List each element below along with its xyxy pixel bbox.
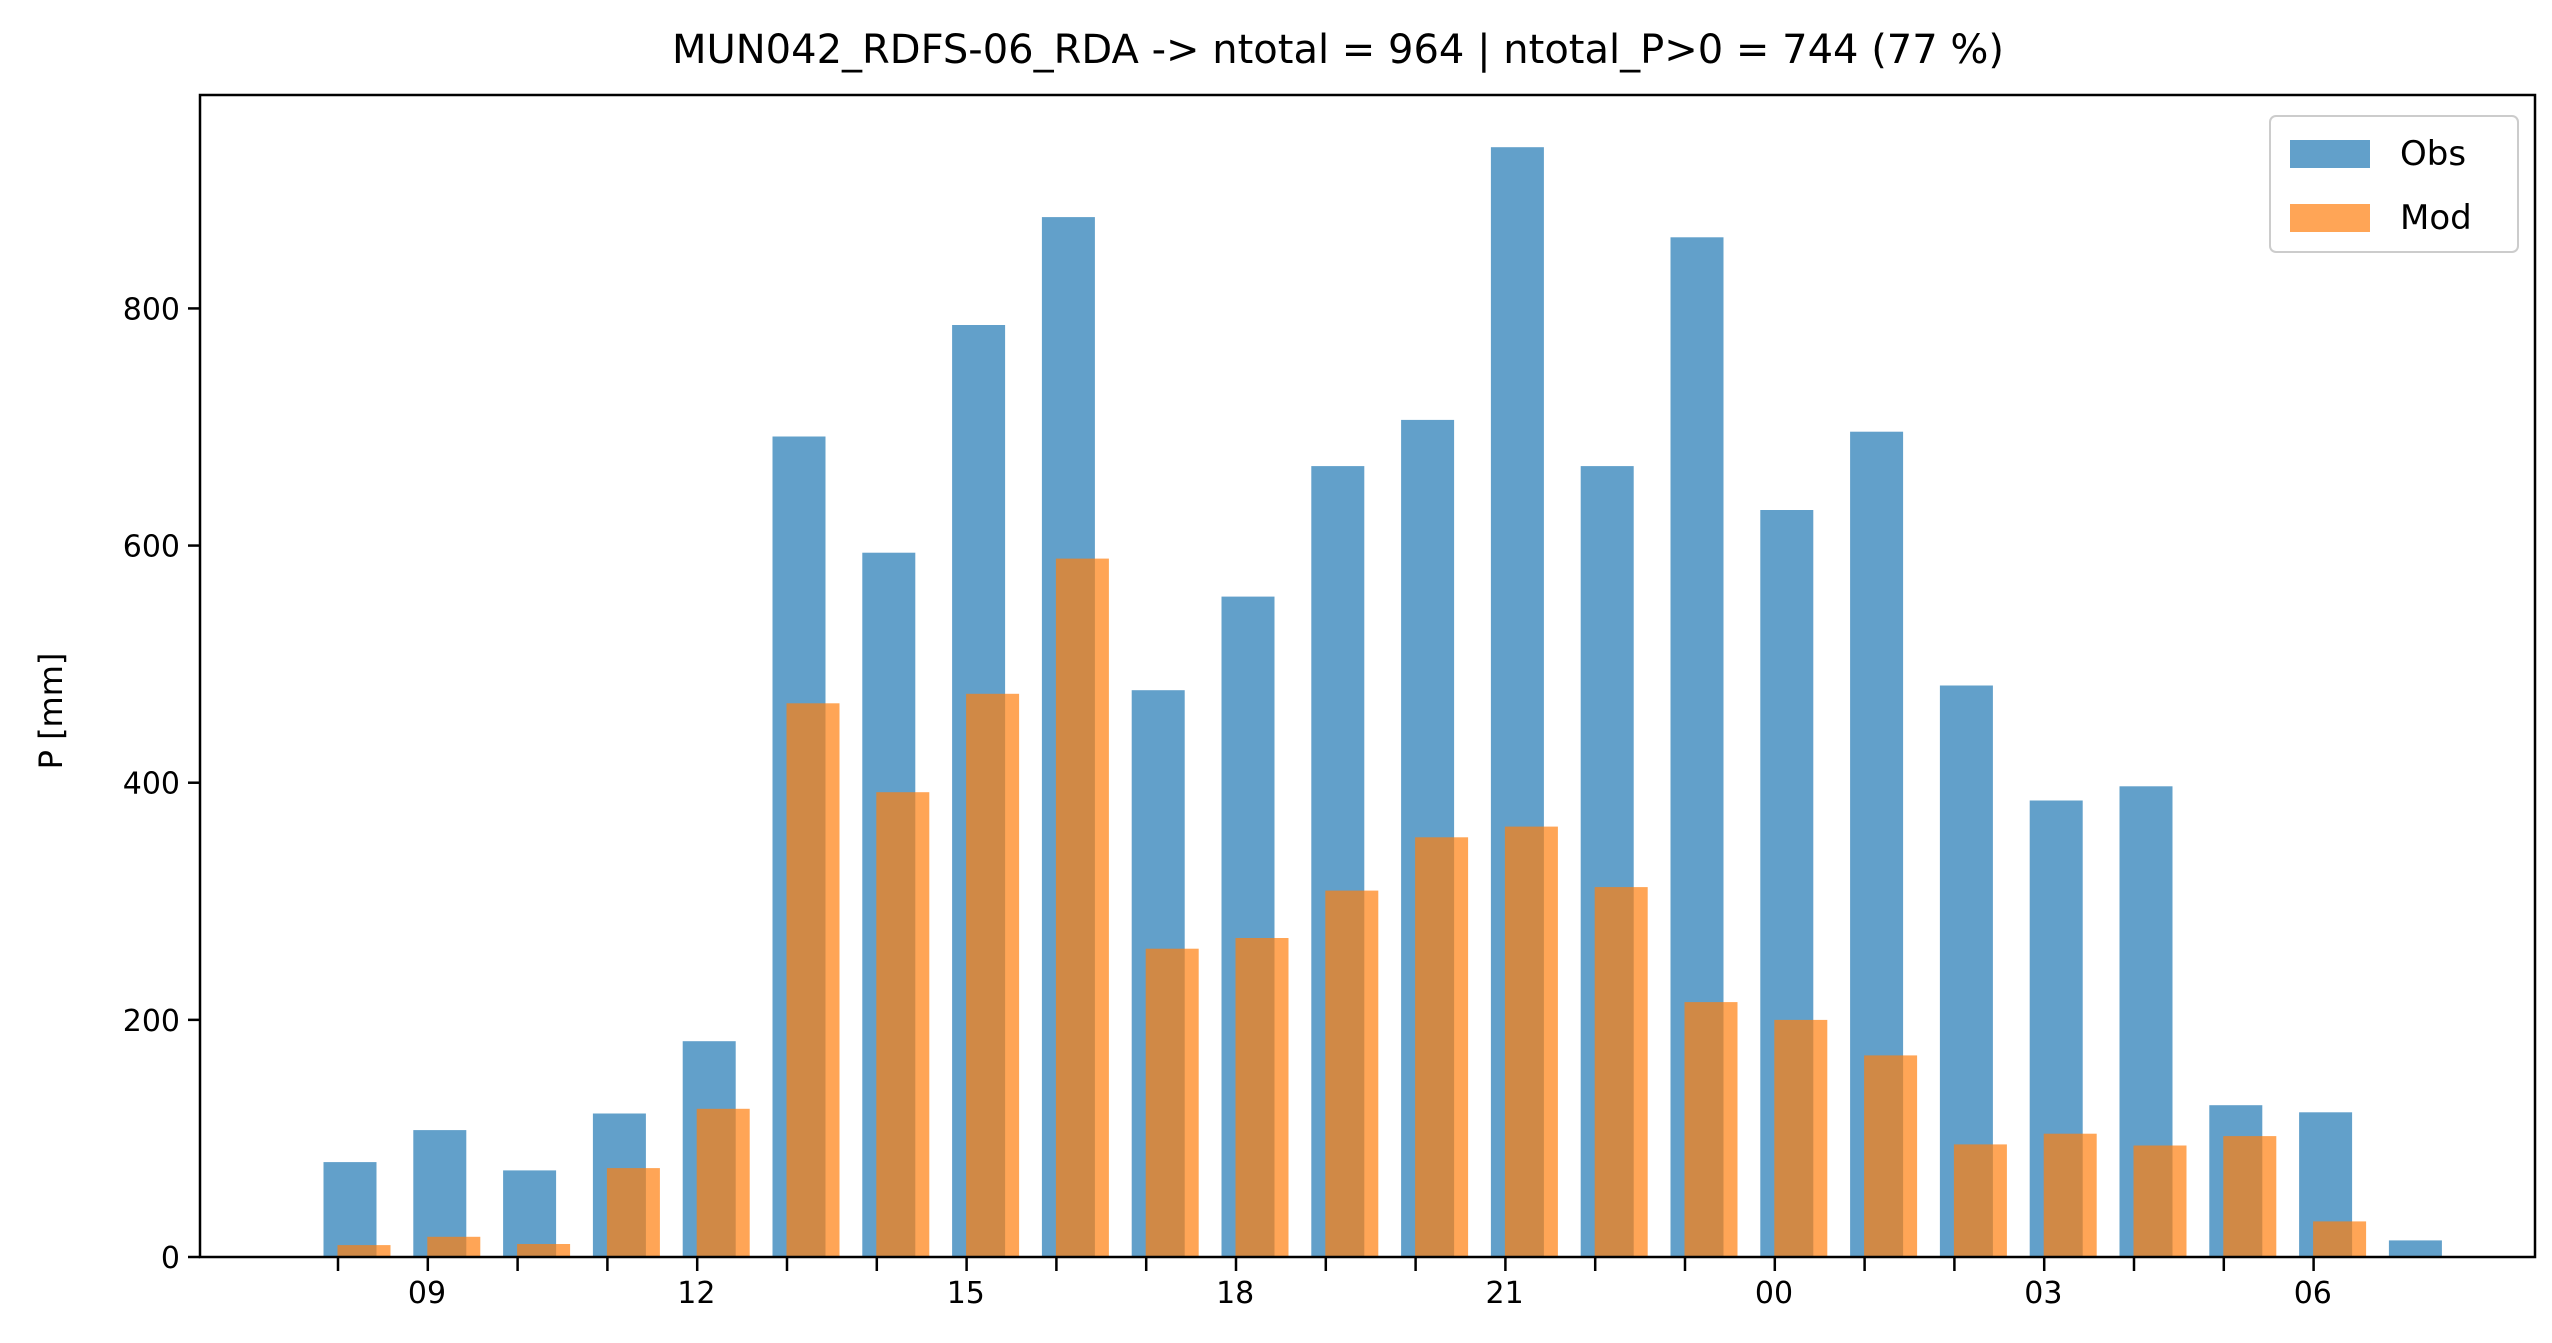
legend-label-obs: Obs (2400, 134, 2466, 174)
bar-mod-09 (427, 1236, 481, 1257)
bar-mod-04 (2133, 1145, 2187, 1257)
bar-mod-10 (517, 1244, 571, 1257)
bar-mod-22 (1594, 887, 1648, 1257)
bar-mod-23 (1684, 1002, 1738, 1257)
x-tick-label: 03 (2024, 1276, 2062, 1311)
bar-mod-01 (1864, 1055, 1918, 1257)
legend-swatch-obs (2290, 140, 2370, 168)
legend-swatch-mod (2290, 204, 2370, 232)
x-tick-label: 18 (1216, 1276, 1254, 1311)
y-tick-label: 0 (161, 1241, 180, 1276)
x-tick-label: 12 (677, 1276, 715, 1311)
chart-title: MUN042_RDFS-06_RDA -> ntotal = 964 | nto… (672, 27, 2004, 73)
bar-obs-10 (503, 1170, 557, 1257)
bars-group (323, 147, 2442, 1258)
bar-mod-02 (1953, 1144, 2007, 1257)
ticks-group: 0 200 400 600 800 09 12 15 18 21 00 03 06 (123, 292, 2332, 1311)
bar-mod-11 (606, 1168, 660, 1257)
bar-mod-19 (1325, 890, 1379, 1257)
x-tick-label: 09 (408, 1276, 446, 1311)
bar-obs-07 (2388, 1240, 2442, 1257)
bar-mod-15 (966, 693, 1020, 1257)
bar-mod-03 (2043, 1133, 2097, 1257)
y-axis-label: P [mm] (32, 653, 70, 770)
bar-obs-08 (323, 1162, 377, 1257)
legend-label-mod: Mod (2400, 198, 2472, 238)
y-tick-label: 400 (123, 767, 180, 802)
y-tick-label: 800 (123, 292, 180, 327)
x-tick-label: 06 (2294, 1276, 2332, 1311)
bar-mod-06 (2313, 1221, 2367, 1257)
y-tick-label: 200 (123, 1004, 180, 1039)
x-tick-label: 21 (1486, 1276, 1524, 1311)
bar-mod-08 (337, 1245, 391, 1257)
bar-mod-18 (1235, 938, 1289, 1257)
bar-mod-12 (696, 1108, 750, 1257)
legend: Obs Mod (2269, 115, 2519, 253)
bar-mod-21 (1504, 826, 1558, 1257)
bar-mod-16 (1055, 558, 1109, 1257)
bar-obs-09 (413, 1130, 467, 1257)
bar-mod-14 (876, 792, 930, 1257)
plot-frame (198, 93, 2537, 1259)
bar-mod-17 (1145, 948, 1199, 1257)
x-tick-label: 15 (947, 1276, 985, 1311)
x-tick-label: 00 (1755, 1276, 1793, 1311)
bar-mod-13 (786, 703, 840, 1257)
bar-mod-00 (1774, 1019, 1828, 1257)
bar-mod-20 (1415, 837, 1469, 1257)
y-tick-label: 600 (123, 530, 180, 565)
bar-mod-05 (2223, 1136, 2277, 1257)
